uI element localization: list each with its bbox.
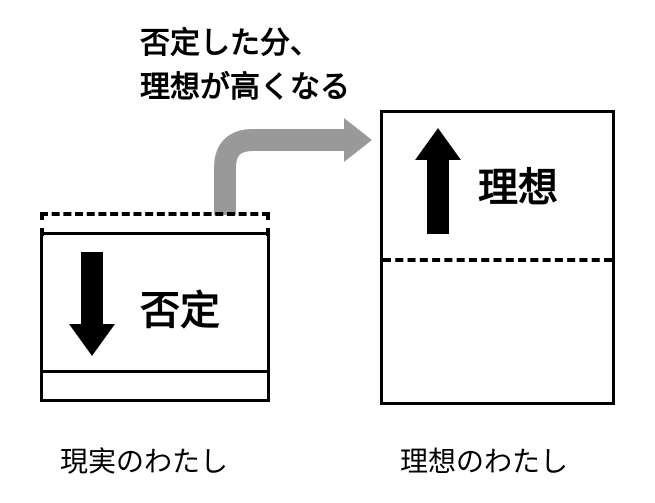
right-inside-label: 理想: [478, 155, 558, 213]
left-inside-label: 否定: [140, 278, 220, 336]
left-box-inner-line: [43, 370, 267, 373]
left-box-dashed-top: [40, 212, 270, 236]
right-up-arrow: [408, 128, 468, 238]
right-box-dashed-mid: [383, 258, 612, 262]
right-caption: 理想のわたし: [400, 440, 568, 480]
left-down-arrow: [62, 252, 122, 362]
left-caption: 現実のわたし: [60, 440, 228, 480]
